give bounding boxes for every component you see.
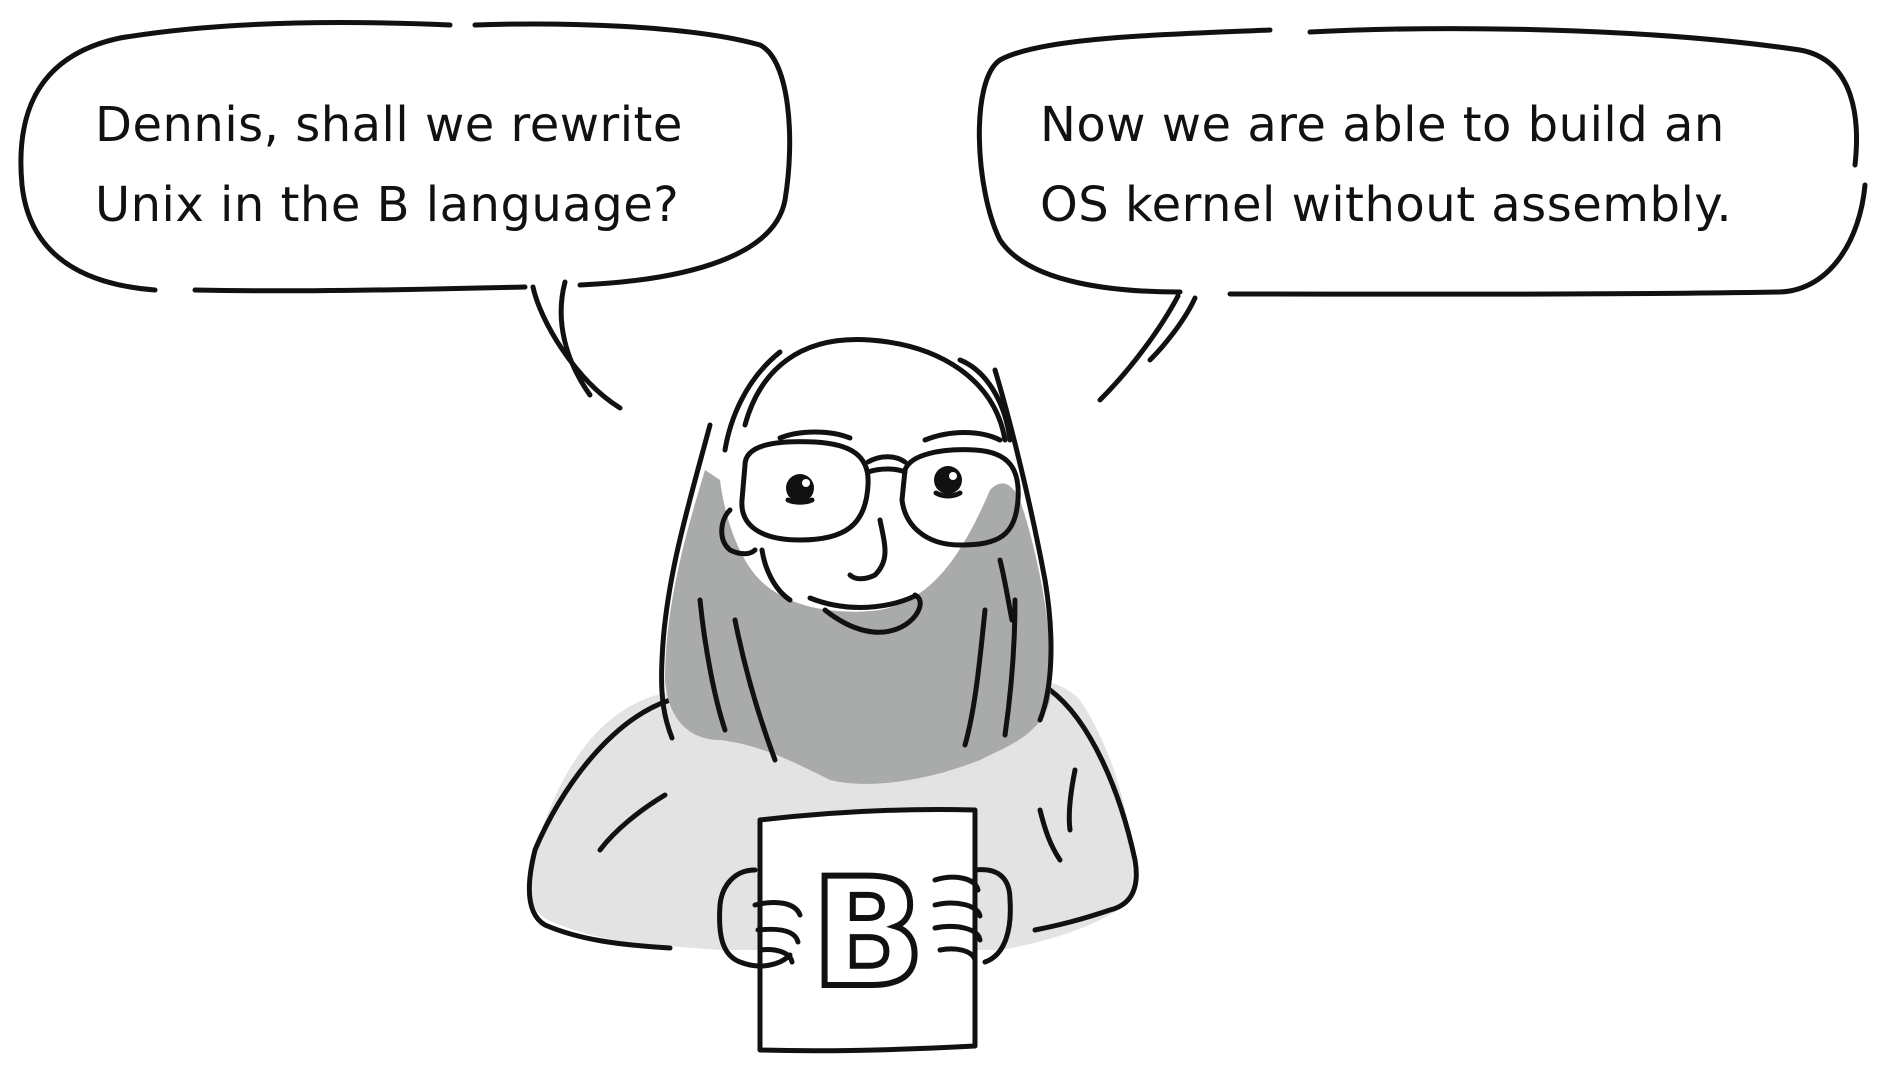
left-hand xyxy=(717,867,803,969)
right-speech-line-1: Now we are able to build an xyxy=(1040,97,1725,153)
left-speech-line-2: Unix in the B language? xyxy=(95,177,680,233)
right-hand xyxy=(932,867,1013,965)
left-speech-line-1: Dennis, shall we rewrite xyxy=(95,97,683,153)
nose xyxy=(847,517,888,582)
left-speech-text: Dennis, shall we rewrite Unix in the B l… xyxy=(95,85,683,245)
left-speech-bubble xyxy=(18,20,793,411)
person-head xyxy=(719,337,1015,635)
right-speech-bubble xyxy=(976,26,1868,403)
book xyxy=(757,807,978,1054)
right-speech-line-2: OS kernel without assembly. xyxy=(1040,177,1733,233)
book-letter: B xyxy=(811,847,925,1021)
glasses xyxy=(739,429,1021,548)
eyes xyxy=(785,466,963,505)
right-speech-text: Now we are able to build an OS kernel wi… xyxy=(1040,85,1732,245)
